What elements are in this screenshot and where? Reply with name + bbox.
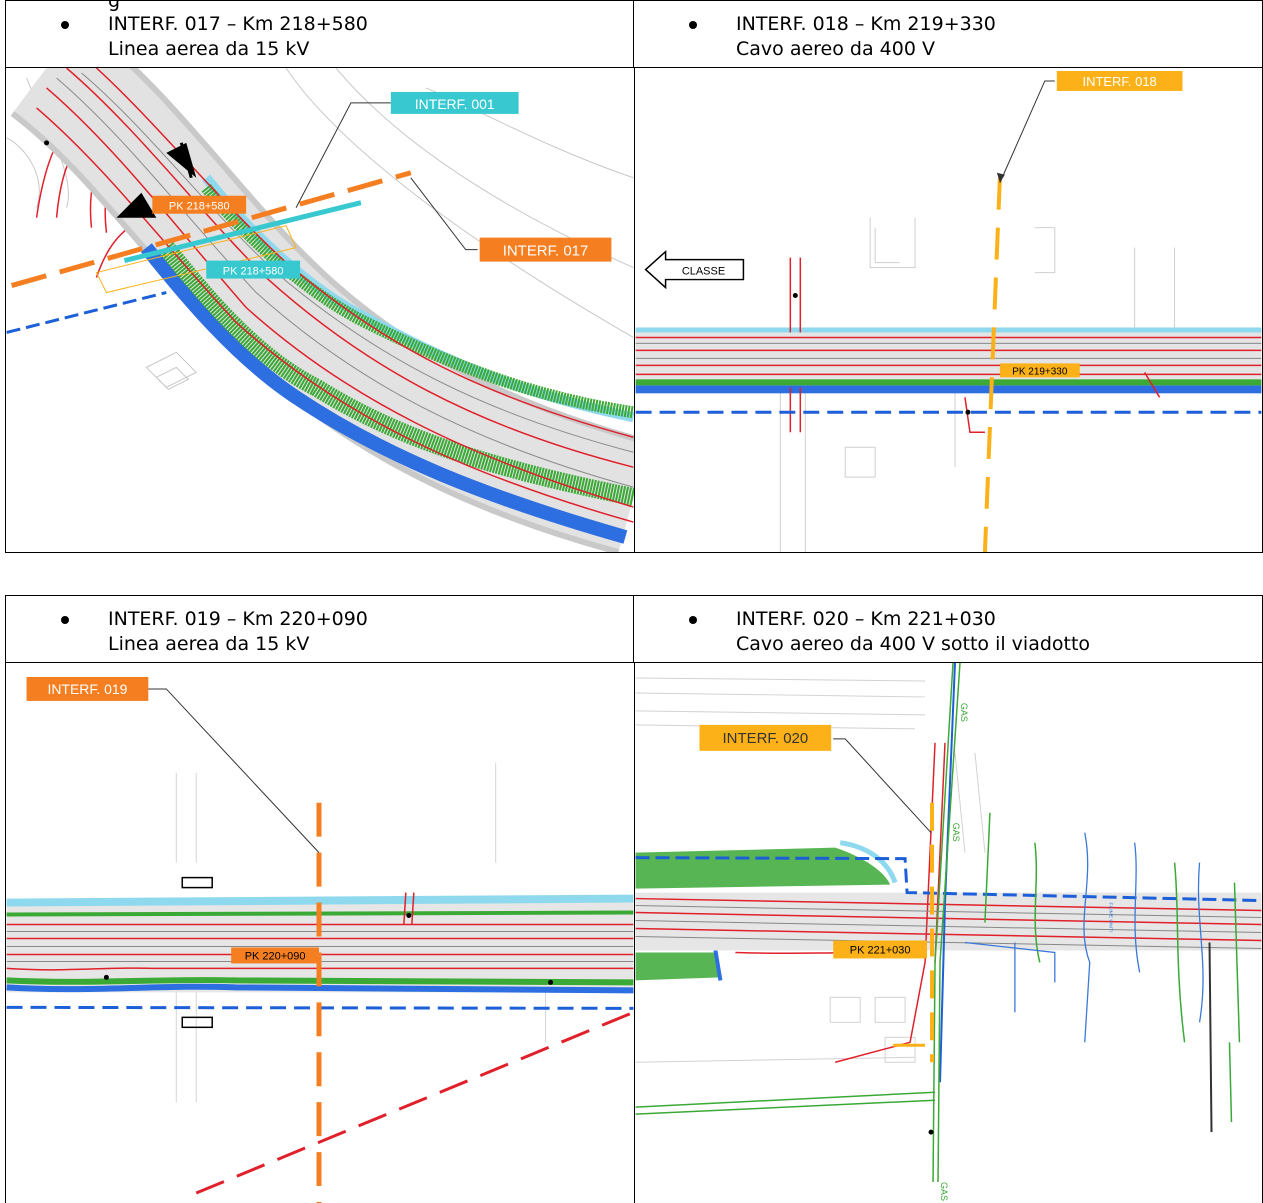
top-cutoff-text: g — [108, 0, 121, 12]
pk-label: PK 219+330 — [1012, 366, 1068, 377]
panel-header-017: INTERF. 017 – Km 218+580 Linea aerea da … — [6, 1, 634, 67]
bullet-icon — [689, 21, 697, 29]
pk-label: PK 220+090 — [245, 950, 306, 962]
pk-primary-label: PK 218+580 — [169, 201, 230, 213]
interference-019-label: INTERF. 019 — [47, 681, 127, 697]
map-drawing: INTERF. 019 PK 220+090 — [6, 676, 634, 1203]
table-header-row: INTERF. 017 – Km 218+580 Linea aerea da … — [6, 1, 1262, 68]
panel-subheading: Linea aerea da 15 kV — [108, 633, 310, 655]
panel-subheading: Cavo aereo da 400 V — [736, 38, 935, 60]
map-interf-019: INTERF. 019 PK 220+090 — [6, 663, 635, 1203]
river-label: FIUME UNITI — [1108, 903, 1114, 933]
panel-heading: INTERF. 019 – Km 220+090 — [108, 608, 368, 630]
map-interf-018: CLASSE INTERF. 018 PK 219+330 — [635, 68, 1262, 552]
panel-heading: INTERF. 018 – Km 219+330 — [736, 13, 996, 35]
gas-label: GAS — [951, 823, 961, 842]
map-interf-020: INTERF. 020 PK 221+030 GAS GAS GAS FIUME… — [635, 663, 1262, 1203]
interference-table-bottom: INTERF. 019 – Km 220+090 Linea aerea da … — [5, 595, 1263, 1203]
map-drawing: INTERF. 020 PK 221+030 GAS GAS GAS FIUME… — [635, 663, 1262, 1201]
panel-header-018: INTERF. 018 – Km 219+330 Cavo aereo da 4… — [634, 1, 1262, 67]
map-interf-017: INTERF. 001 INTERF. 017 PK 218+580 PK 21… — [6, 68, 635, 552]
gas-label: GAS — [939, 1182, 949, 1201]
panel-heading: INTERF. 020 – Km 221+030 — [736, 608, 996, 630]
panel-subheading: Linea aerea da 15 kV — [108, 38, 310, 60]
panel-subheading: Cavo aereo da 400 V sotto il viadotto — [736, 633, 1091, 655]
panel-heading: INTERF. 017 – Km 218+580 — [108, 13, 368, 35]
pk-label: PK 221+030 — [850, 944, 911, 956]
bullet-icon — [689, 616, 697, 624]
interference-table-top: INTERF. 017 – Km 218+580 Linea aerea da … — [5, 0, 1263, 553]
interference-017-label: INTERF. 017 — [503, 243, 589, 260]
table-header-row: INTERF. 019 – Km 220+090 Linea aerea da … — [6, 596, 1262, 663]
interference-020-label: INTERF. 020 — [722, 730, 808, 747]
interference-018-label: INTERF. 018 — [1083, 74, 1157, 89]
panel-header-020: INTERF. 020 – Km 221+030 Cavo aereo da 4… — [634, 596, 1262, 662]
interference-001-label: INTERF. 001 — [415, 96, 495, 112]
direction-arrow-label: CLASSE — [682, 266, 725, 278]
bullet-icon — [61, 21, 69, 29]
gas-label: GAS — [959, 703, 969, 722]
map-drawing: CLASSE INTERF. 018 PK 219+330 — [635, 70, 1262, 552]
panel-header-019: INTERF. 019 – Km 220+090 Linea aerea da … — [6, 596, 634, 662]
map-drawing: INTERF. 001 INTERF. 017 PK 218+580 PK 21… — [6, 68, 634, 552]
bullet-icon — [61, 616, 69, 624]
pk-secondary-label: PK 218+580 — [223, 266, 284, 278]
